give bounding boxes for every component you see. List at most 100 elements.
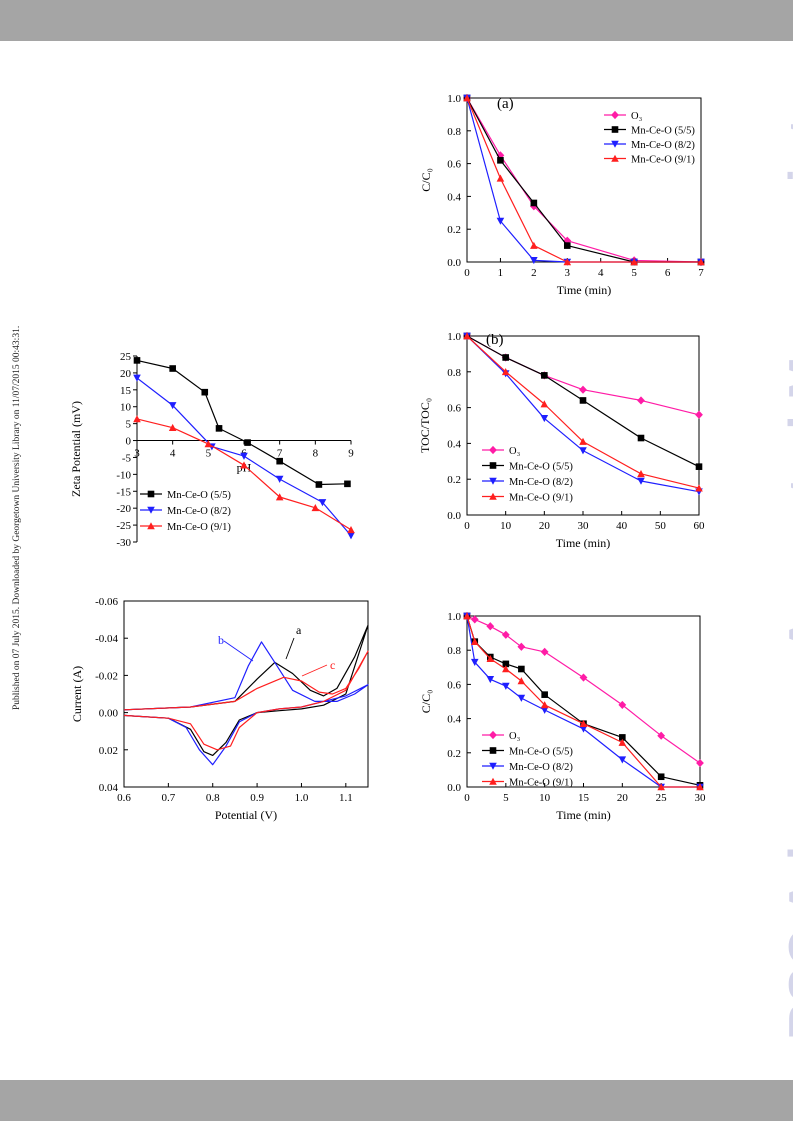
data-point	[579, 673, 588, 682]
x-tick-label: 30	[695, 792, 707, 804]
data-point	[502, 682, 510, 690]
y-tick-label: 0.4	[447, 714, 461, 726]
y-axis-label: Current (A)	[70, 666, 84, 722]
data-point	[315, 481, 323, 488]
legend: O₃ Mn-Ce-O (5/5) Mn-Ce-O (8/2) Mn-Ce-O (9/1…	[482, 730, 573, 789]
legend-label: Mn-Ce-O (9/1)	[509, 778, 573, 789]
data-point	[168, 402, 177, 410]
y-tick-label: 0.4	[447, 438, 461, 450]
y-tick-label: 0.0	[447, 782, 461, 794]
data-point	[619, 734, 626, 741]
data-point	[696, 758, 704, 768]
legend-label: Mn-Ce-O (8/2)	[509, 477, 573, 488]
x-tick-label: 6	[665, 267, 671, 279]
y-axis-label: C/C₀	[419, 690, 433, 714]
data-point	[275, 493, 284, 501]
data-point	[579, 385, 587, 394]
data-point	[215, 425, 223, 432]
y-tick-label: -30	[116, 537, 131, 549]
legend-marker	[611, 110, 619, 120]
annotation-arrow	[285, 637, 295, 660]
y-tick-label: -0.02	[95, 670, 118, 682]
x-tick-label: 0.7	[161, 792, 175, 804]
legend-label: Mn-Ce-O (5/5)	[167, 490, 231, 501]
x-tick-label: 3	[565, 267, 571, 279]
data-point	[470, 637, 479, 645]
y-tick-label: 0.0	[447, 257, 461, 269]
data-point	[496, 174, 505, 182]
y-tick-label: 1.0	[447, 331, 461, 343]
series-c	[123, 650, 369, 751]
plot-frame	[123, 600, 369, 788]
y-tick-label: 0.6	[447, 159, 461, 171]
y-tick-label: -25	[116, 520, 131, 532]
y-tick-label: -0.04	[95, 633, 118, 645]
legend-marker	[611, 154, 619, 162]
series-a	[123, 624, 369, 757]
data-point	[244, 439, 251, 446]
legend-label: O₃	[631, 111, 643, 122]
data-point	[530, 241, 538, 249]
y-tick-label: -20	[116, 503, 131, 515]
y-tick-label: 0.8	[447, 645, 461, 657]
data-point	[579, 437, 587, 445]
x-tick-label: 8	[313, 448, 319, 460]
data-point	[486, 622, 495, 631]
y-tick-label: 0.02	[99, 745, 118, 757]
y-tick-label: 0.00	[99, 708, 119, 720]
annotation-arrow	[223, 640, 254, 662]
data-point	[540, 400, 549, 408]
y-tick-label: -5	[122, 452, 132, 464]
data-point	[486, 654, 495, 663]
footer-band	[0, 1080, 793, 1121]
x-tick-label: 0.9	[250, 792, 264, 804]
x-tick-label: 1.1	[339, 792, 353, 804]
legend-label: Mn-Ce-O (5/5)	[509, 747, 573, 758]
data-point	[540, 647, 549, 657]
legend-marker	[489, 747, 497, 754]
series-line	[466, 335, 700, 493]
data-point	[695, 463, 703, 470]
series-Mn-Ce-O (9/1)	[463, 332, 703, 492]
data-point	[695, 410, 703, 419]
data-point	[630, 258, 638, 266]
y-tick-label: 0.8	[447, 126, 461, 138]
x-tick-label: 10	[539, 792, 551, 804]
data-point	[463, 332, 471, 340]
legend-marker	[489, 762, 497, 770]
data-point	[618, 756, 627, 764]
data-point	[579, 447, 587, 455]
series-line	[466, 335, 700, 489]
data-point	[637, 477, 645, 485]
data-point	[657, 773, 665, 781]
data-point	[347, 532, 355, 540]
data-point	[541, 691, 548, 698]
y-tick-label: 0.6	[447, 403, 461, 415]
data-point	[618, 738, 627, 746]
data-point	[530, 199, 538, 207]
series-line	[466, 615, 701, 764]
series-Mn-Ce-O (5/5)	[463, 612, 704, 789]
legend-label: Mn-Ce-O (5/5)	[631, 126, 695, 137]
y-tick-label: 10	[120, 402, 132, 414]
y-tick-label: 0.04	[99, 782, 119, 794]
y-tick-label: 0.2	[447, 474, 461, 486]
series-Mn-Ce-O (9/1)	[463, 612, 704, 791]
annotation-a: a	[296, 623, 302, 637]
data-point	[637, 434, 645, 442]
x-tick-label: 50	[655, 520, 667, 532]
y-tick-label: 0.2	[447, 224, 461, 236]
legend-marker	[489, 730, 497, 740]
data-point	[133, 374, 141, 382]
panel-label: (b)	[486, 332, 504, 348]
data-point	[540, 706, 549, 714]
legend-marker	[147, 522, 155, 530]
x-tick-label: 30	[578, 520, 590, 532]
data-point	[240, 461, 248, 469]
x-tick-label: 0	[464, 520, 470, 532]
data-point	[579, 725, 588, 733]
data-point	[240, 452, 248, 460]
